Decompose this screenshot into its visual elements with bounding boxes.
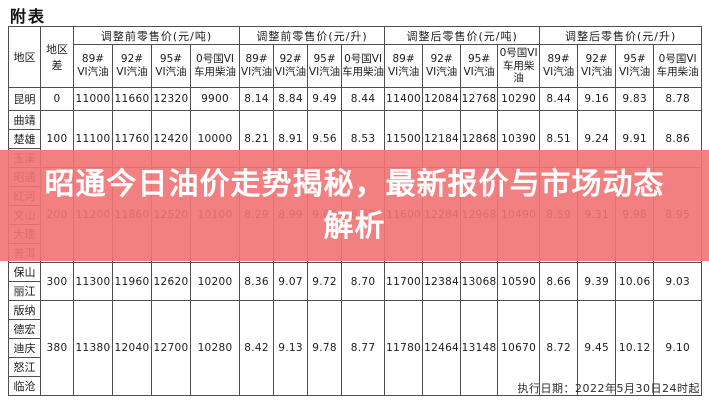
price-cell: 9.49 bbox=[307, 87, 343, 111]
price-cell: 11700 bbox=[384, 262, 424, 301]
price-cell: 12320 bbox=[151, 87, 191, 111]
price-cell: 12620 bbox=[151, 262, 191, 301]
price-cell: 8.77 bbox=[341, 300, 386, 396]
price-cell: 11300 bbox=[73, 262, 113, 301]
region-cell: 曲靖 bbox=[8, 110, 41, 130]
price-cell: 13068 bbox=[460, 262, 499, 301]
price-cell: 9.78 bbox=[307, 300, 343, 396]
fuel-header-95: 95# VI汽油 bbox=[460, 44, 499, 88]
table-row: 迪庆 bbox=[8, 338, 702, 358]
price-cell: 9900 bbox=[189, 87, 241, 111]
price-cell: 11380 bbox=[73, 300, 113, 396]
price-cell: 8.72 bbox=[539, 300, 579, 396]
diff-cell: 0 bbox=[40, 87, 74, 111]
price-cell: 9.07 bbox=[273, 262, 309, 301]
fuel-header-diesel: 0号国VI 车用柴油 bbox=[341, 44, 386, 88]
price-cell: 10290 bbox=[497, 87, 541, 111]
price-cell: 12384 bbox=[422, 262, 462, 301]
fuel-header-92: 92# VI汽油 bbox=[577, 44, 617, 88]
price-cell: 9.72 bbox=[307, 262, 343, 301]
fuel-header-diesel: 0号国VI 车用柴油 bbox=[653, 44, 703, 88]
price-cell: 10590 bbox=[497, 262, 541, 301]
table-row: 保山 300 11300 11960 12620 10200 8.36 9.07… bbox=[8, 262, 703, 301]
fuel-header-89: 89# VI汽油 bbox=[539, 44, 579, 88]
price-cell: 8.70 bbox=[341, 262, 386, 301]
price-cell: 12700 bbox=[151, 300, 191, 396]
region-cell: 楚雄 bbox=[8, 129, 41, 149]
table-row: 临沧 bbox=[8, 376, 702, 396]
price-cell: 9.16 bbox=[577, 87, 617, 111]
price-cell: 9.10 bbox=[653, 300, 703, 396]
fuel-header-95: 95# VI汽油 bbox=[307, 44, 343, 88]
table-row: 版纳 380 11380 12040 12700 10280 8.42 9.13… bbox=[8, 300, 703, 396]
price-cell: 8.78 bbox=[653, 87, 703, 111]
headline-text-line1: 昭通今日油价走势揭秘，最新报价与市场动态 bbox=[44, 166, 665, 202]
region-diff-column-header: 地区差 bbox=[40, 26, 74, 88]
region-cell: 怒江 bbox=[8, 357, 41, 377]
fuel-header-92: 92# VI汽油 bbox=[273, 44, 309, 88]
diff-cell: 300 bbox=[40, 262, 74, 301]
headline-banner: 昭通今日油价走势揭秘，最新报价与市场动态 解析 bbox=[0, 150, 709, 261]
price-cell: 12084 bbox=[422, 87, 462, 111]
price-cell: 8.66 bbox=[539, 262, 579, 301]
group-header-pre-liter: 调整前零售价(元/升) bbox=[239, 26, 386, 45]
price-cell: 11780 bbox=[384, 300, 424, 396]
headline-text-line2: 解析 bbox=[323, 208, 386, 244]
price-cell: 11660 bbox=[112, 87, 152, 111]
price-cell: 12464 bbox=[422, 300, 462, 396]
fuel-header-89: 89# VI汽油 bbox=[239, 44, 275, 88]
group-header-post-liter: 调整后零售价(元/升) bbox=[539, 26, 703, 45]
group-header-pre-ton: 调整前零售价(元/吨) bbox=[72, 26, 241, 45]
fuel-header-diesel: 0号国VI 车用柴油 bbox=[497, 44, 541, 88]
fuel-header-92: 92# VI汽油 bbox=[422, 44, 462, 88]
fuel-header-95: 95# VI汽油 bbox=[151, 44, 191, 88]
price-cell: 10280 bbox=[189, 300, 241, 396]
fuel-header-89: 89# VI汽油 bbox=[73, 44, 113, 88]
price-cell: 8.42 bbox=[239, 300, 275, 396]
price-cell: 8.36 bbox=[239, 262, 275, 301]
price-cell: 11400 bbox=[384, 87, 424, 111]
region-cell: 临沧 bbox=[8, 376, 41, 396]
price-cell: 13148 bbox=[460, 300, 499, 396]
table-row: 昆明 0 11000 11660 12320 9900 8.14 8.84 9.… bbox=[8, 87, 703, 111]
appendix-label: 附表 bbox=[10, 7, 47, 26]
price-cell: 9.13 bbox=[273, 300, 309, 396]
price-cell: 11960 bbox=[112, 262, 152, 301]
fuel-header-89: 89# VI汽油 bbox=[384, 44, 424, 88]
price-cell: 8.14 bbox=[239, 87, 275, 111]
price-cell: 9.83 bbox=[615, 87, 655, 111]
table-row: 曲靖 100 11100 11760 12420 10000 8.21 8.91… bbox=[8, 110, 703, 168]
region-column-header: 地区 bbox=[8, 26, 41, 88]
fuel-header-92: 92# VI汽油 bbox=[112, 44, 152, 88]
price-cell: 9.03 bbox=[653, 262, 703, 301]
price-cell: 8.44 bbox=[341, 87, 386, 111]
fuel-header-diesel: 0号国VI 车用柴油 bbox=[189, 44, 241, 88]
price-cell: 10.06 bbox=[615, 262, 655, 301]
price-cell: 12768 bbox=[460, 87, 499, 111]
region-cell: 丽江 bbox=[8, 281, 41, 301]
region-cell: 版纳 bbox=[8, 300, 41, 320]
table-row: 楚雄 bbox=[8, 129, 702, 149]
price-cell: 10670 bbox=[497, 300, 541, 396]
region-cell: 昆明 bbox=[8, 87, 41, 111]
price-cell: 8.44 bbox=[539, 87, 579, 111]
table-row: 怒江 bbox=[8, 357, 702, 377]
region-cell: 保山 bbox=[8, 262, 41, 282]
region-cell: 迪庆 bbox=[8, 338, 41, 358]
fuel-header-95: 95# VI汽油 bbox=[615, 44, 655, 88]
price-cell: 9.39 bbox=[577, 262, 617, 301]
price-cell: 10200 bbox=[189, 262, 241, 301]
region-cell: 德宏 bbox=[8, 319, 41, 339]
price-cell: 12040 bbox=[112, 300, 152, 396]
group-header-post-ton: 调整后零售价(元/吨) bbox=[384, 26, 541, 45]
price-cell: 8.84 bbox=[273, 87, 309, 111]
price-cell: 11000 bbox=[73, 87, 113, 111]
diff-cell: 380 bbox=[40, 300, 74, 396]
execution-date: 执行日期：2022年5月30日24时起 bbox=[517, 382, 700, 395]
